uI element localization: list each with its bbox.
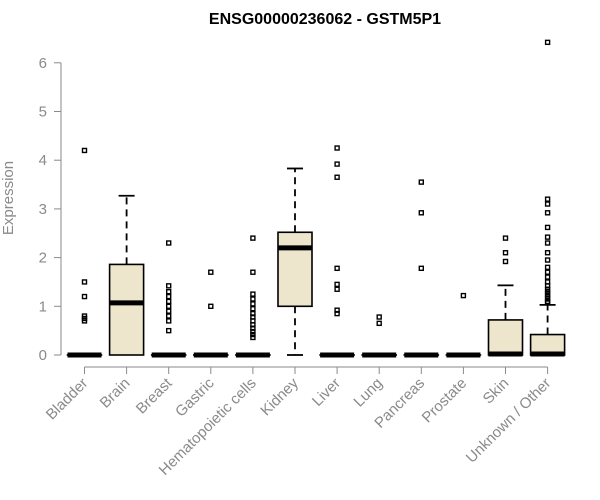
- y-tick-label: 3: [39, 201, 47, 218]
- outlier-point: [418, 265, 424, 272]
- outlier-point: [418, 210, 424, 216]
- box-group: [108, 194, 145, 356]
- outlier-point: [376, 314, 382, 320]
- outlier-point: [81, 147, 88, 154]
- box-group: [277, 167, 313, 356]
- box-group: [150, 240, 187, 358]
- y-axis: 0 1 2 3 4 5 6: [39, 55, 62, 364]
- outlier-point: [334, 145, 340, 151]
- box-group: [445, 292, 482, 358]
- outlier-point: [544, 274, 551, 280]
- outlier-point: [250, 306, 256, 312]
- outlier-point: [165, 308, 172, 314]
- outlier-point: [334, 281, 340, 288]
- y-tick-label: 2: [39, 250, 47, 267]
- outlier-point: [250, 331, 256, 338]
- box-group: [529, 39, 566, 357]
- x-tick-label: Kidney: [257, 374, 302, 419]
- outlier-point: [165, 283, 172, 289]
- outlier-point: [165, 303, 172, 309]
- outlier-point: [334, 174, 340, 180]
- outlier-point: [208, 269, 214, 275]
- outlier-point: [165, 327, 172, 334]
- box-group: [361, 314, 398, 358]
- outlier-point: [544, 269, 551, 275]
- x-tick-label: Bladder: [43, 375, 92, 424]
- box-group: [235, 235, 271, 358]
- outlier-point: [165, 288, 172, 295]
- outlier-point: [334, 286, 340, 292]
- outlier-point: [250, 269, 256, 275]
- y-tick-label: 1: [39, 298, 47, 315]
- outlier-point: [334, 310, 340, 317]
- box-group: [403, 179, 440, 358]
- x-tick-label: Lung: [350, 375, 386, 411]
- outlier-point: [544, 240, 551, 246]
- outlier-point: [250, 328, 256, 335]
- outlier-point: [334, 265, 340, 272]
- outlier-point: [208, 303, 214, 309]
- outlier-point: [165, 318, 172, 324]
- outlier-point: [250, 301, 256, 307]
- outlier-point: [544, 201, 551, 207]
- y-tick-label: 6: [39, 55, 47, 72]
- outlier-point: [81, 318, 88, 324]
- x-tick-label: Liver: [309, 375, 344, 410]
- outlier-point: [502, 250, 509, 256]
- outlier-point: [544, 234, 551, 240]
- box-iqr: [487, 319, 524, 356]
- outlier-point: [250, 296, 256, 302]
- outlier-point: [544, 250, 551, 256]
- outlier-point: [165, 240, 172, 246]
- outlier-point: [334, 161, 340, 167]
- outlier-point: [544, 257, 551, 263]
- outlier-point: [165, 293, 172, 300]
- box-group: [487, 235, 524, 357]
- outlier-point: [460, 292, 467, 299]
- box-group: [193, 269, 229, 358]
- outlier-point: [250, 235, 256, 241]
- x-tick-label: Skin: [480, 375, 513, 408]
- outlier-point: [250, 334, 256, 341]
- outlier-point: [376, 320, 382, 327]
- plot-area: [66, 39, 566, 358]
- outlier-point: [544, 39, 551, 46]
- outlier-point: [418, 179, 424, 185]
- outlier-point: [250, 291, 256, 297]
- box-group: [66, 147, 103, 358]
- outlier-point: [502, 258, 509, 265]
- y-tick-label: 0: [39, 347, 47, 364]
- outlier-point: [165, 298, 172, 305]
- outlier-point: [544, 210, 551, 216]
- y-axis-label: Expression: [0, 161, 17, 235]
- outlier-point: [81, 293, 88, 300]
- outlier-point: [544, 224, 551, 231]
- outlier-point: [165, 313, 172, 319]
- x-tick-label: Brain: [97, 375, 134, 412]
- box-iqr: [108, 263, 145, 356]
- box-group: [319, 145, 355, 358]
- outlier-point: [81, 279, 88, 285]
- outlier-point: [502, 235, 509, 241]
- x-tick-label: Breast: [133, 374, 176, 417]
- y-tick-label: 5: [39, 104, 47, 121]
- outlier-point: [544, 196, 551, 202]
- y-tick-label: 4: [39, 152, 47, 169]
- x-tick-label: Prostate: [419, 375, 471, 427]
- outlier-point: [544, 299, 551, 306]
- outlier-point: [544, 264, 551, 271]
- box-iqr: [277, 231, 313, 308]
- chart-title: ENSG00000236062 - GSTM5P1: [209, 11, 441, 28]
